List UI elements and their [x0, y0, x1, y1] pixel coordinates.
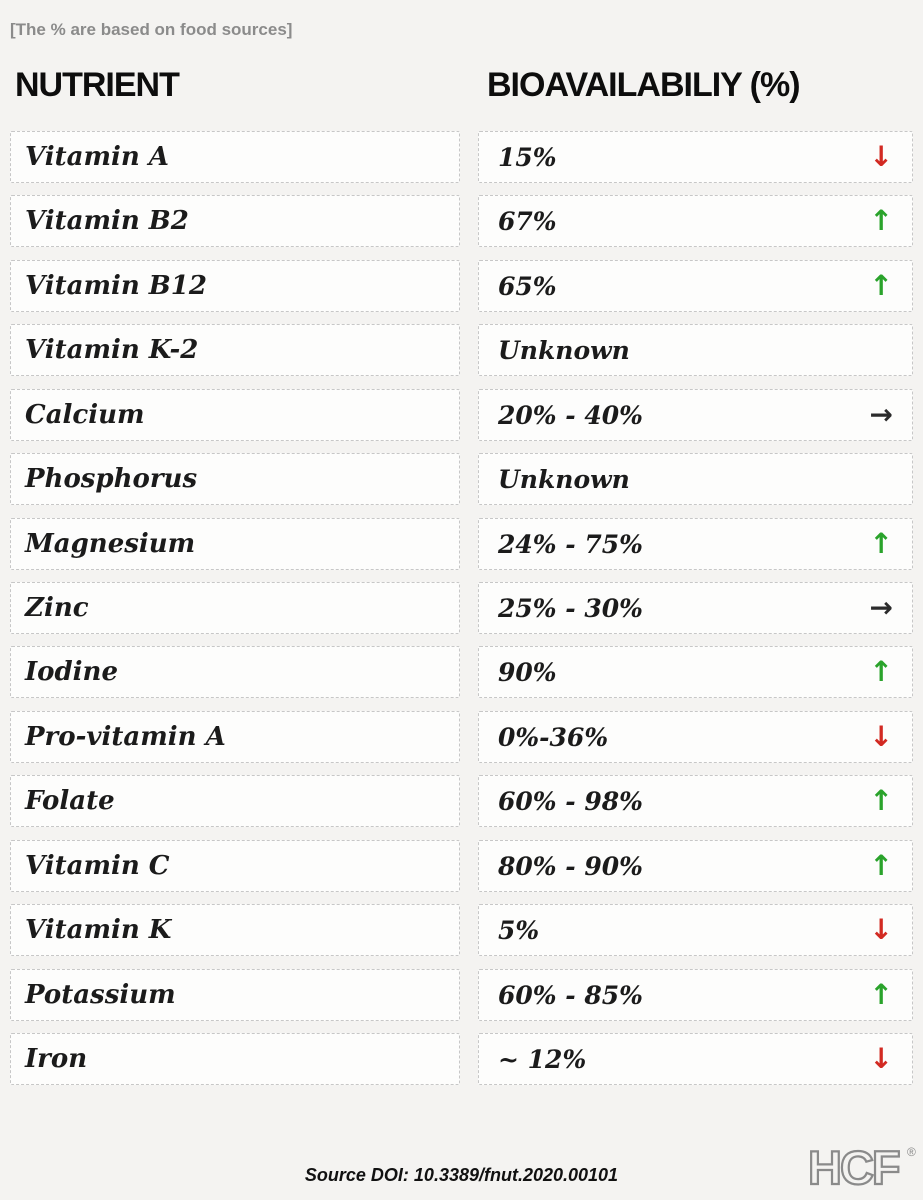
value-cell: 60% - 85% ↑	[478, 969, 913, 1021]
trend-arrow-icon: ↑	[869, 784, 893, 817]
nutrient-label: Iodine	[25, 657, 119, 687]
nutrient-cell: Iron	[10, 1033, 460, 1085]
table-row: Vitamin K-2 Unknown	[0, 324, 923, 376]
nutrient-cell: Potassium	[10, 969, 460, 1021]
value-cell: 67% ↑	[478, 195, 913, 247]
table-row: Vitamin K 5% ↓	[0, 904, 923, 956]
nutrient-label: Phosphorus	[25, 464, 198, 494]
nutrient-label: Pro-vitamin A	[25, 722, 226, 752]
table-row: Calcium 20% - 40% →	[0, 389, 923, 441]
table-row: Pro-vitamin A 0%-36% ↓	[0, 711, 923, 763]
trend-arrow-icon: ↓	[869, 140, 893, 173]
table-row: Magnesium 24% - 75% ↑	[0, 518, 923, 570]
trend-arrow-icon: ↑	[869, 978, 893, 1011]
table-row: Iodine 90% ↑	[0, 646, 923, 698]
table-row: Vitamin C 80% - 90% ↑	[0, 840, 923, 892]
nutrient-label: Calcium	[25, 400, 145, 430]
nutrient-label: Potassium	[25, 980, 176, 1010]
value-cell: 0%-36% ↓	[478, 711, 913, 763]
trend-arrow-icon: →	[869, 591, 893, 624]
nutrient-label: Vitamin C	[25, 851, 170, 881]
table-row: Vitamin B2 67% ↑	[0, 195, 923, 247]
bioavailability-value: 60% - 98%	[498, 786, 643, 816]
trend-arrow-icon: ↑	[869, 204, 893, 237]
hcf-logo-icon: HCF ®	[807, 1140, 916, 1195]
nutrient-cell: Vitamin A	[10, 131, 460, 183]
value-cell: 20% - 40% →	[478, 389, 913, 441]
nutrient-cell: Pro-vitamin A	[10, 711, 460, 763]
value-cell: Unknown	[478, 453, 913, 505]
bioavailability-value: ~ 12%	[498, 1044, 587, 1074]
table-row: Vitamin A 15% ↓	[0, 131, 923, 183]
value-cell: ~ 12% ↓	[478, 1033, 913, 1085]
hcf-logo-text: HCF	[808, 1141, 899, 1192]
note-food-sources: [The % are based on food sources]	[10, 20, 293, 39]
bioavailability-value: 60% - 85%	[498, 980, 643, 1010]
nutrient-label: Zinc	[25, 593, 89, 623]
value-cell: 80% - 90% ↑	[478, 840, 913, 892]
value-cell: 24% - 75% ↑	[478, 518, 913, 570]
bioavailability-value: 25% - 30%	[498, 593, 643, 623]
value-cell: 25% - 30% →	[478, 582, 913, 634]
nutrient-label: Vitamin K	[25, 915, 172, 945]
bioavailability-value: Unknown	[498, 464, 630, 494]
bioavailability-value: 24% - 75%	[498, 529, 643, 559]
table-row: Vitamin B12 65% ↑	[0, 260, 923, 312]
hcf-logo: HCF ®	[806, 1140, 920, 1197]
trend-arrow-icon: ↓	[869, 1042, 893, 1075]
nutrient-cell: Phosphorus	[10, 453, 460, 505]
trend-arrow-icon: →	[869, 398, 893, 431]
value-cell: 90% ↑	[478, 646, 913, 698]
nutrient-cell: Magnesium	[10, 518, 460, 570]
bioavailability-value: Unknown	[498, 335, 630, 365]
bioavailability-value: 5%	[498, 915, 540, 945]
nutrient-cell: Vitamin K	[10, 904, 460, 956]
nutrient-cell: Zinc	[10, 582, 460, 634]
trend-arrow-icon: ↑	[869, 527, 893, 560]
trend-arrow-icon: ↑	[869, 269, 893, 302]
trend-arrow-icon: ↓	[869, 913, 893, 946]
value-cell: 15% ↓	[478, 131, 913, 183]
column-header-nutrient: NUTRIENT	[15, 66, 180, 104]
nutrient-label: Vitamin B12	[25, 271, 207, 301]
value-cell: Unknown	[478, 324, 913, 376]
trend-arrow-icon: ↑	[869, 655, 893, 688]
nutrient-cell: Calcium	[10, 389, 460, 441]
nutrient-label: Vitamin K-2	[25, 335, 199, 365]
nutrient-label: Folate	[25, 786, 115, 816]
nutrient-cell: Vitamin C	[10, 840, 460, 892]
table-row: Folate 60% - 98% ↑	[0, 775, 923, 827]
value-cell: 60% - 98% ↑	[478, 775, 913, 827]
nutrient-cell: Folate	[10, 775, 460, 827]
nutrient-cell: Vitamin B12	[10, 260, 460, 312]
value-cell: 65% ↑	[478, 260, 913, 312]
bioavailability-value: 20% - 40%	[498, 400, 643, 430]
table-row: Potassium 60% - 85% ↑	[0, 969, 923, 1021]
bioavailability-value: 67%	[498, 206, 557, 236]
table-row: Iron ~ 12% ↓	[0, 1033, 923, 1085]
registered-mark: ®	[907, 1145, 916, 1159]
table-row: Zinc 25% - 30% →	[0, 582, 923, 634]
table-row: Phosphorus Unknown	[0, 453, 923, 505]
nutrient-label: Vitamin B2	[25, 206, 189, 236]
bioavailability-value: 15%	[498, 142, 557, 172]
bioavailability-value: 80% - 90%	[498, 851, 643, 881]
nutrient-cell: Vitamin B2	[10, 195, 460, 247]
trend-arrow-icon: ↓	[869, 720, 893, 753]
bioavailability-value: 0%-36%	[498, 722, 609, 752]
trend-arrow-icon: ↑	[869, 849, 893, 882]
column-header-bioavailability: BIOAVAILABILIY (%)	[487, 66, 801, 104]
nutrient-cell: Vitamin K-2	[10, 324, 460, 376]
nutrient-cell: Iodine	[10, 646, 460, 698]
nutrient-label: Iron	[25, 1044, 88, 1074]
value-cell: 5% ↓	[478, 904, 913, 956]
bioavailability-value: 90%	[498, 657, 557, 687]
bioavailability-value: 65%	[498, 271, 557, 301]
nutrient-label: Magnesium	[25, 529, 196, 559]
nutrient-label: Vitamin A	[25, 142, 169, 172]
source-doi: Source DOI: 10.3389/fnut.2020.00101	[304, 1165, 619, 1185]
